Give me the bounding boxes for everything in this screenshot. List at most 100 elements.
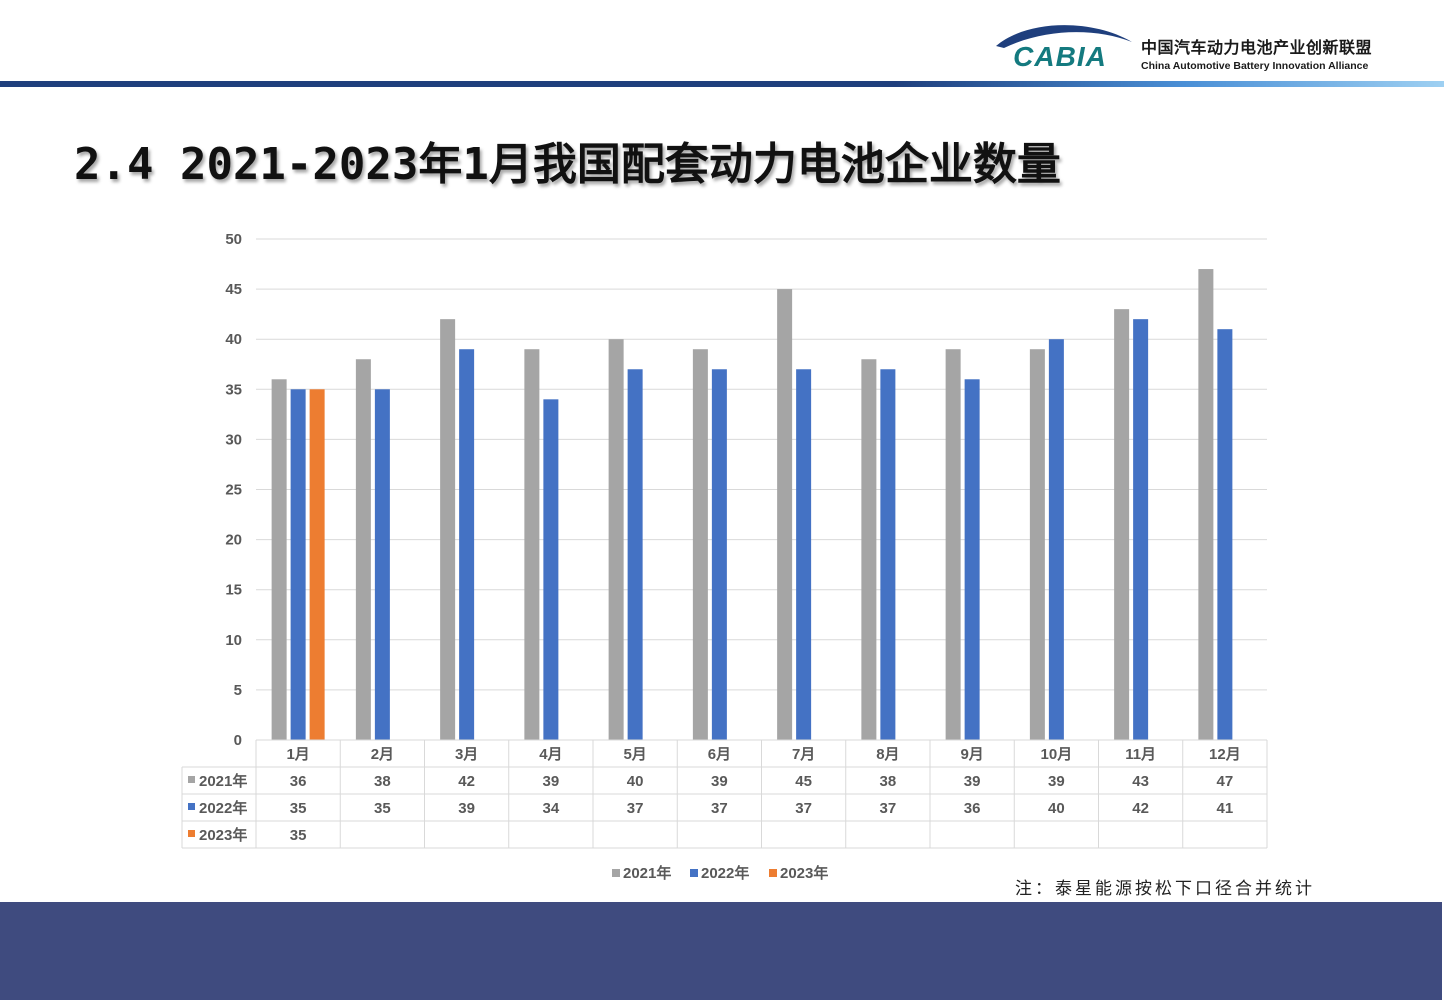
- bar: [861, 359, 877, 740]
- logo-mark-text: CABIA: [1013, 41, 1107, 72]
- table-cell-value: 45: [795, 773, 812, 790]
- y-tick-label: 20: [225, 532, 242, 549]
- x-tick-label: 3月: [455, 746, 478, 763]
- table-cell-value: 42: [1132, 800, 1149, 817]
- x-tick-label: 10月: [1041, 746, 1073, 763]
- legend-label: 2022年: [701, 864, 749, 882]
- bar: [711, 369, 727, 740]
- x-tick-label: 7月: [792, 746, 815, 763]
- table-cell-value: 39: [711, 773, 728, 790]
- table-legend-key: [188, 803, 195, 810]
- x-tick-label: 2月: [371, 746, 394, 763]
- table-cell-value: 36: [290, 773, 307, 790]
- bar: [1217, 329, 1233, 740]
- table-cell-value: 37: [627, 800, 644, 817]
- x-tick-label: 9月: [960, 746, 983, 763]
- cabia-logo-mark: CABIA: [996, 25, 1132, 72]
- slide-title: 2.4 2021-2023年1月我国配套动力电池企业数量: [74, 139, 1061, 190]
- table-legend-key: [188, 776, 195, 783]
- x-tick-label: 1月: [286, 746, 309, 763]
- bar: [1029, 349, 1045, 740]
- table-cell-value: 42: [458, 773, 475, 790]
- table-cell-value: 35: [290, 800, 307, 817]
- bar: [543, 399, 559, 740]
- bar: [945, 349, 961, 740]
- source-note: 注：泰星能源按松下口径合并统计: [1015, 879, 1315, 899]
- bar: [796, 369, 812, 740]
- bar: [1048, 339, 1064, 740]
- legend-swatch: [769, 869, 777, 877]
- table-row-label: 2022年: [199, 799, 247, 817]
- legend-label: 2023年: [780, 864, 828, 882]
- org-name-cn: 中国汽车动力电池产业创新联盟: [1141, 38, 1373, 57]
- bar: [440, 319, 456, 740]
- logo-swoosh: [996, 25, 1132, 48]
- bar: [1198, 269, 1214, 740]
- table-row-label: 2023年: [199, 826, 247, 844]
- table-cell-value: 40: [1048, 800, 1065, 817]
- table-cell-value: 39: [543, 773, 560, 790]
- y-tick-label: 0: [234, 732, 242, 749]
- table-cell-value: 37: [711, 800, 728, 817]
- bar: [1114, 309, 1130, 740]
- table-cell-value: 40: [627, 773, 644, 790]
- y-tick-label: 15: [225, 582, 242, 599]
- x-tick-label: 5月: [623, 746, 646, 763]
- bar: [309, 389, 325, 740]
- bar: [964, 379, 980, 740]
- table-cell-value: 38: [880, 773, 897, 790]
- legend-swatch: [690, 869, 698, 877]
- table-cell-value: 37: [880, 800, 897, 817]
- y-tick-label: 45: [225, 281, 242, 298]
- chart-data-table: 1月 2月 3月 4月 5月 6月 7月 8月 9月 10月 11月 12月 2021年 36 38 42 39…: [181, 739, 1268, 849]
- bar: [777, 289, 793, 740]
- table-cell-value: 35: [374, 800, 391, 817]
- table-cell-value: 35: [290, 827, 307, 844]
- table-cell-value: 37: [795, 800, 812, 817]
- table-cell-value: 39: [1048, 773, 1065, 790]
- x-tick-label: 4月: [539, 746, 562, 763]
- bar: [692, 349, 708, 740]
- bar: [1133, 319, 1149, 740]
- bar: [627, 369, 643, 740]
- y-tick-label: 10: [225, 632, 242, 649]
- x-tick-label: 8月: [876, 746, 899, 763]
- table-cell-value: 34: [543, 800, 560, 817]
- legend-label: 2021年: [623, 864, 671, 882]
- table-legend-key: [188, 830, 195, 837]
- bar: [374, 389, 390, 740]
- x-tick-label: 11月: [1125, 746, 1156, 763]
- table-cell-value: 41: [1217, 800, 1234, 817]
- y-tick-label: 35: [225, 381, 242, 398]
- x-tick-label: 12月: [1209, 746, 1241, 763]
- table-cell-value: 43: [1132, 773, 1149, 790]
- header-divider: [0, 81, 1444, 87]
- org-name-en: China Automotive Battery Innovation Alli…: [1141, 60, 1369, 72]
- bar: [355, 359, 371, 740]
- y-tick-label: 50: [225, 231, 242, 248]
- y-tick-label: 40: [225, 331, 242, 348]
- table-cell-value: 36: [964, 800, 981, 817]
- footer-band: [0, 902, 1442, 1000]
- legend-swatch: [612, 869, 620, 877]
- y-tick-label: 5: [234, 682, 242, 699]
- cabia-logo: CABIA 中国汽车动力电池产业创新联盟 China Automotive Ba…: [986, 22, 1406, 74]
- bar: [271, 379, 287, 740]
- y-tick-label: 25: [225, 482, 242, 499]
- table-cell-value: 47: [1217, 773, 1234, 790]
- x-tick-label: 6月: [708, 746, 731, 763]
- chart-bars: [271, 269, 1233, 740]
- bar: [608, 339, 624, 740]
- table-cell-value: 39: [458, 800, 475, 817]
- bar: [459, 349, 475, 740]
- table-cell-value: 38: [374, 773, 391, 790]
- bar: [880, 369, 896, 740]
- y-tick-label: 30: [225, 431, 242, 448]
- bar: [524, 349, 540, 740]
- y-axis-tick-labels: 0 5 10 15 20 25 30 35 40 45 50: [225, 231, 242, 749]
- table-cell-value: 39: [964, 773, 981, 790]
- chart-gridlines: [256, 238, 1267, 691]
- table-row-label: 2021年: [199, 772, 247, 790]
- chart-legend: 2021年 2022年 2023年: [612, 864, 828, 882]
